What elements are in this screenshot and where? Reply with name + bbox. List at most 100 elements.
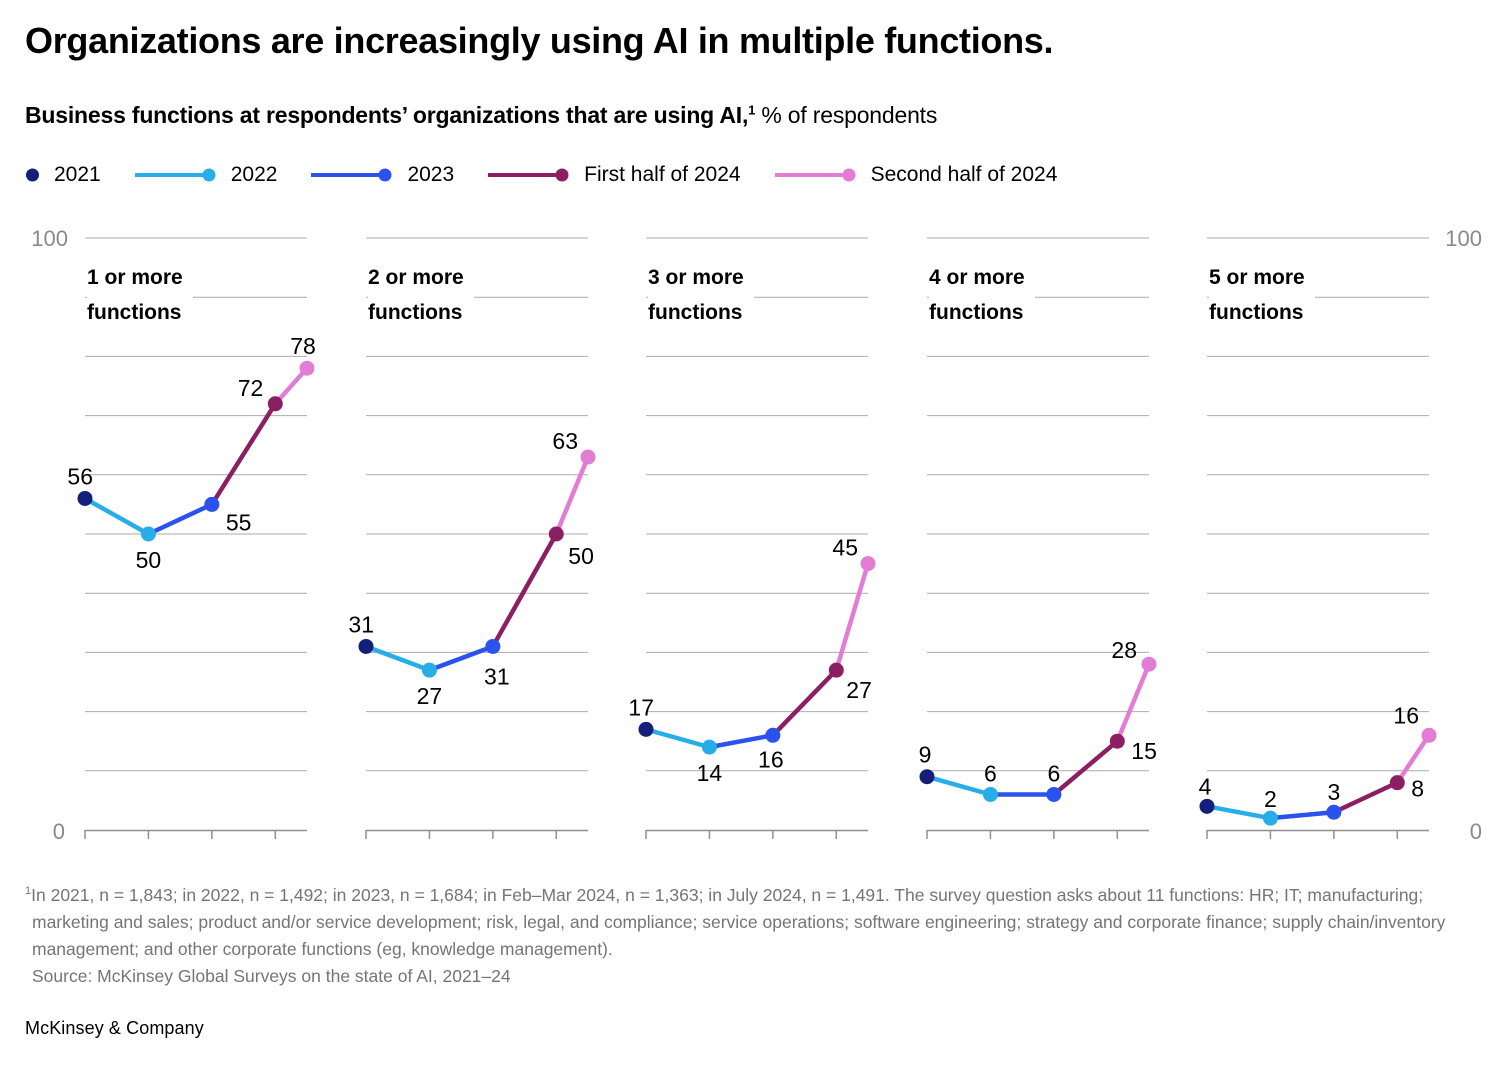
series-line-segment xyxy=(146,502,215,537)
series-line-segment xyxy=(643,727,712,750)
page-subtitle: Business functions at respondents’ organ… xyxy=(25,102,1465,129)
series-line-segment xyxy=(273,365,310,407)
series-line-segment xyxy=(834,561,871,673)
data-point-dot xyxy=(638,721,654,737)
data-point-label: 6 xyxy=(1047,760,1060,786)
data-point-label: 17 xyxy=(628,694,654,720)
data-point-label: 2 xyxy=(1264,786,1277,812)
data-point-label: 27 xyxy=(846,677,872,703)
data-point-label: 8 xyxy=(1411,776,1424,802)
legend-item: 2021 xyxy=(25,163,101,187)
data-point-label: 6 xyxy=(984,760,997,786)
series-line-segment xyxy=(770,667,839,738)
data-point-dot xyxy=(1109,733,1125,749)
data-point-label: 45 xyxy=(832,535,858,561)
legend-item: 2022 xyxy=(133,163,277,187)
footnote-source: Source: McKinsey Global Surveys on the s… xyxy=(32,965,511,986)
data-point-dot xyxy=(485,638,501,654)
data-point-dot xyxy=(77,490,93,506)
y-axis-label-bottom-left: 0 xyxy=(53,819,65,844)
y-axis-label-top-left: 100 xyxy=(31,226,68,251)
data-point-dot xyxy=(204,496,220,512)
data-point-label: 28 xyxy=(1111,637,1137,663)
legend-line-dot-icon xyxy=(311,168,392,182)
data-point-label: 4 xyxy=(1199,773,1212,799)
data-point-dot xyxy=(765,727,781,743)
chart-panel: 56 50 55 72 78 xyxy=(67,237,316,839)
data-point-label: 50 xyxy=(568,543,594,569)
data-point-label: 15 xyxy=(1131,738,1157,764)
data-point-dot xyxy=(919,769,935,785)
chart-panel: 4 2 3 8 16 xyxy=(1199,237,1437,839)
legend-line-dot-icon xyxy=(774,168,856,182)
series-line-segment xyxy=(1331,780,1400,815)
data-point-dot xyxy=(1046,786,1062,802)
subtitle-footnote-marker: 1 xyxy=(748,102,756,118)
series-line-segment xyxy=(924,774,993,797)
series-line-segment xyxy=(363,644,432,673)
legend-line-dot-icon xyxy=(134,168,216,182)
series-line-segment xyxy=(1268,809,1337,821)
chart-panel: 17 14 16 27 45 xyxy=(628,237,876,839)
data-point-dot xyxy=(701,739,717,755)
data-point-dot xyxy=(1326,804,1342,820)
legend-item-label: Second half of 2024 xyxy=(870,163,1058,186)
data-point-label: 72 xyxy=(238,375,264,401)
data-point-label: 56 xyxy=(67,463,93,489)
legend-line-dot-icon xyxy=(488,168,569,182)
data-point-label: 31 xyxy=(484,663,510,689)
legend-item: First half of 2024 xyxy=(486,163,741,187)
page-title: Organizations are increasingly using AI … xyxy=(25,20,1054,61)
company-logo: McKinsey & Company xyxy=(25,1018,204,1038)
data-point-label: 50 xyxy=(136,547,162,573)
series-line-segment xyxy=(1115,661,1152,744)
chart-panel: 31 27 31 50 63 xyxy=(348,237,596,839)
y-axis-label-bottom-right: 0 xyxy=(1470,819,1482,844)
series-line-segment xyxy=(490,531,559,649)
footnote-marker: 1 xyxy=(25,885,32,897)
series-line-segment xyxy=(707,733,776,750)
data-point-dot xyxy=(1262,810,1278,826)
data-point-dot xyxy=(1141,656,1157,672)
data-point-dot xyxy=(548,526,564,542)
series-line-segment xyxy=(427,644,496,673)
series-line-segment xyxy=(1395,733,1432,785)
data-point-label: 9 xyxy=(919,742,932,768)
data-point-label: 3 xyxy=(1327,779,1340,805)
data-point-dot xyxy=(267,396,283,412)
data-point-dot xyxy=(828,662,844,678)
data-point-dot xyxy=(299,360,315,376)
series-line-segment xyxy=(554,454,591,537)
data-point-label: 78 xyxy=(290,333,316,359)
y-axis-label-top-right: 100 xyxy=(1445,226,1482,251)
legend-item-label: 2021 xyxy=(54,163,101,186)
legend-item: Second half of 2024 xyxy=(773,163,1058,187)
data-point-dot xyxy=(982,786,998,802)
data-point-label: 31 xyxy=(348,611,374,637)
legend: 2021 2022 2023 First half of 2024 Second hal… xyxy=(25,161,1057,189)
data-point-label: 16 xyxy=(1393,702,1419,728)
data-point-label: 16 xyxy=(758,746,784,772)
legend-item-label: First half of 2024 xyxy=(584,163,741,186)
series-line-segment xyxy=(1051,738,1120,797)
data-point-dot xyxy=(580,449,596,465)
chart-panel: 9 6 6 15 28 xyxy=(919,237,1157,839)
legend-item: 2023 xyxy=(309,163,454,187)
data-point-dot xyxy=(421,662,437,678)
series-line-segment xyxy=(82,496,151,537)
data-point-dot xyxy=(1199,798,1215,814)
legend-dot-icon xyxy=(26,168,39,182)
data-point-dot xyxy=(860,556,876,572)
data-point-label: 27 xyxy=(417,683,443,709)
footnote: 1In 2021, n = 1,843; in 2022, n = 1,492;… xyxy=(25,878,1494,990)
data-point-label: 14 xyxy=(697,760,723,786)
data-point-dot xyxy=(1389,775,1405,791)
data-point-dot xyxy=(140,526,156,542)
data-point-label: 63 xyxy=(552,428,578,454)
data-point-dot xyxy=(358,638,374,654)
series-line-segment xyxy=(1204,804,1273,821)
page-subtitle-bold: Business functions at respondents’ organ… xyxy=(25,102,749,128)
series-line-segment xyxy=(209,401,278,507)
legend-item-label: 2023 xyxy=(407,163,455,186)
